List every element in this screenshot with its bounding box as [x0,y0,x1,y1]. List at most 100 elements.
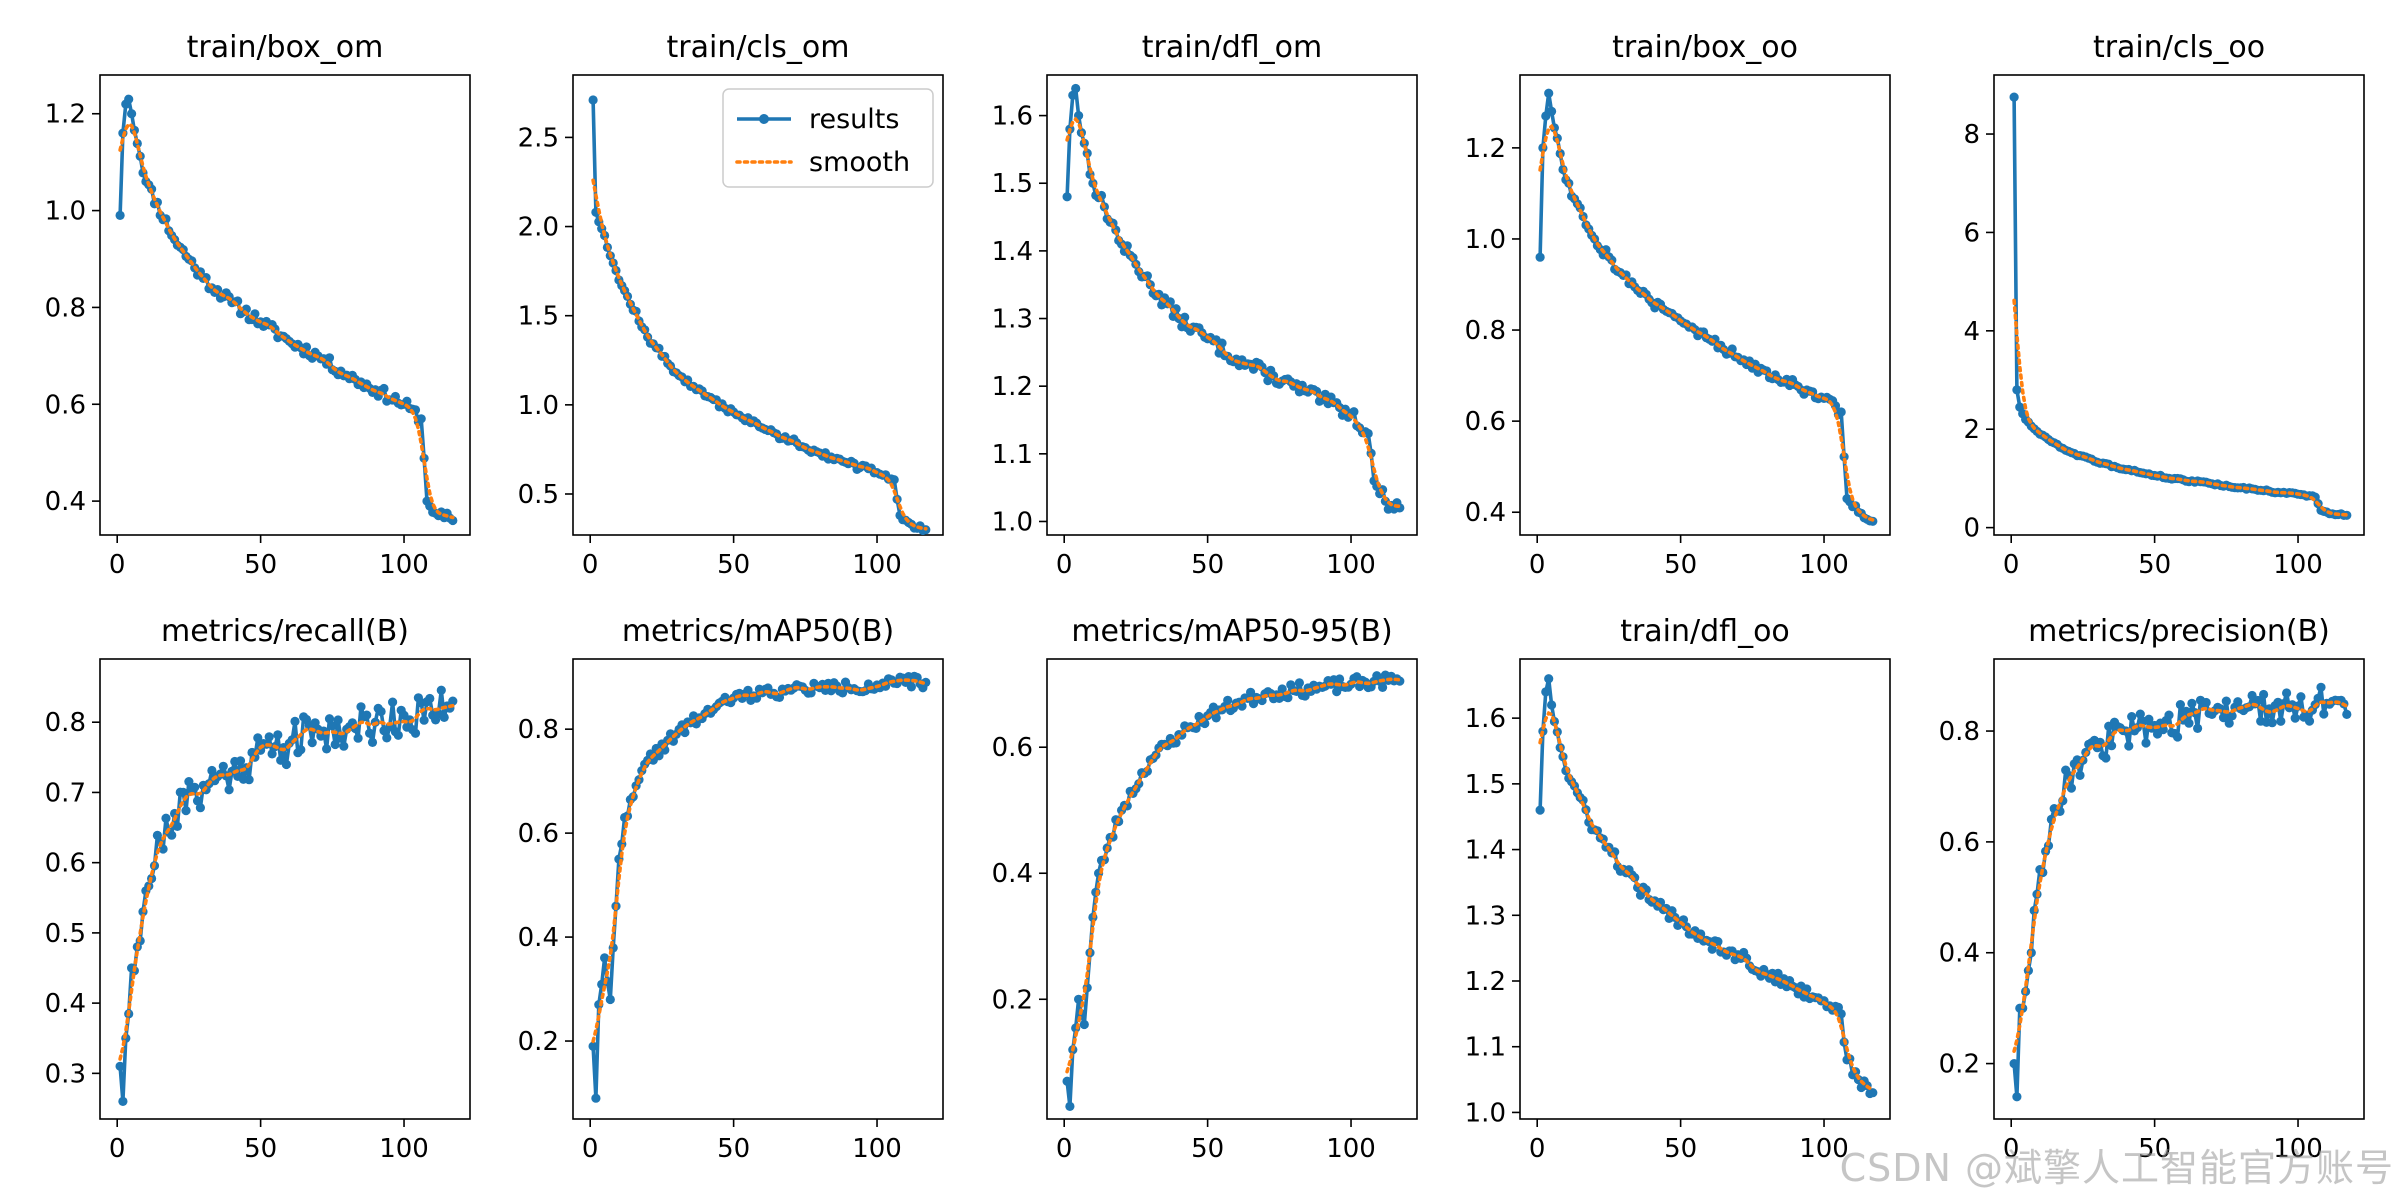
results-point [1294,678,1304,688]
results-point [2127,712,2137,722]
y-tick-label: 1.1 [1465,1033,1506,1063]
results-point [2009,1059,2019,1069]
results-point [1211,713,1221,723]
results-point [339,741,349,751]
plot-area [115,94,458,526]
results-point [195,803,205,813]
y-tick-label: 0.5 [518,480,559,510]
x-tick-label: 100 [2273,550,2323,580]
x-tick-label: 0 [1529,550,1546,580]
results-point [1868,1088,1878,1098]
results-point [419,715,429,725]
y-tick-label: 1.2 [1465,134,1506,164]
y-tick-label: 1.3 [992,305,1033,335]
results-point [115,1061,125,1071]
results-point [1544,88,1554,98]
results-point [448,696,458,706]
y-tick-label: 1.5 [1465,770,1506,800]
x-tick-label: 100 [1326,1134,1376,1164]
results-point [1277,684,1287,694]
x-tick-label: 50 [244,550,277,580]
results-point [167,830,177,840]
plot-area [588,95,931,535]
results-point [207,765,217,776]
y-tick-label: 0.8 [45,708,86,738]
plot-area [1062,670,1405,1111]
x-tick-label: 50 [717,1134,750,1164]
y-tick-label: 0.8 [1465,316,1506,346]
results-point [2164,710,2174,720]
y-tick-label: 0.6 [518,819,559,849]
results-point [178,787,188,798]
results-point [2201,697,2211,708]
results-line [118,688,455,1104]
axes-frame [1046,658,1418,1120]
results-point [244,775,254,785]
y-tick-label: 1.5 [992,169,1033,199]
y-tick-label: 1.2 [992,372,1033,402]
results-point [1535,252,1545,262]
y-tick-label: 2 [1963,415,1980,445]
legend-smooth-label: smooth [809,147,910,178]
results-point [2282,688,2292,698]
y-tick-label: 0.2 [1939,1050,1980,1080]
results-point [600,953,610,963]
results-point [367,737,378,748]
plot-area [2009,92,2352,520]
results-point [2267,718,2277,728]
results-point [184,777,194,787]
plot-area [1062,83,1405,514]
results-line [1538,91,1874,524]
results-point [889,475,899,485]
results-point [172,821,182,832]
y-tick-label: 1.2 [1465,967,1506,997]
results-point [906,682,917,692]
x-tick-label: 100 [1326,550,1376,580]
x-tick-label: 50 [1191,550,1224,580]
y-tick-label: 1.0 [518,391,559,421]
x-tick-label: 100 [852,550,902,580]
chart-panel-10: metrics/precision(B) 0 50 100 0.2 0.4 0.6 0.8 [1939,614,2365,1164]
x-tick-label: 0 [2003,550,2020,580]
results-point [1062,192,1072,202]
axes-frame [99,658,471,1120]
legend-results-label: results [809,104,899,135]
results-point [281,759,291,770]
results-point [127,109,137,119]
chart-title: train/cls_oo [2093,30,2265,65]
results-point [2313,693,2323,703]
results-point [322,744,332,754]
results-point [2259,689,2269,700]
chart-title: metrics/recall(B) [161,614,409,649]
chart-panel-8: metrics/mAP50-95(B) 0 50 100 0.2 0.4 0.6 [992,614,1418,1164]
x-tick-label: 0 [1529,1134,1546,1164]
results-point [605,994,615,1005]
results-point [365,728,375,738]
results-point [588,95,598,105]
results-point [2342,709,2352,720]
results-point [1248,364,1259,374]
results-point [2319,709,2329,719]
results-line [1065,673,1401,1109]
legend-results-marker [759,114,769,124]
x-tick-label: 0 [109,1134,126,1164]
results-point [115,210,125,220]
chart-title: train/box_om [187,30,384,65]
y-tick-label: 0.3 [45,1059,86,1089]
results-point [425,693,435,704]
results-point [296,745,306,755]
axes-frame [572,658,944,1120]
y-tick-label: 1.4 [992,237,1033,267]
results-point [264,732,274,742]
y-tick-label: 0 [1963,514,1980,544]
results-point [2187,698,2197,709]
x-tick-label: 100 [1799,1134,1849,1164]
x-tick-label: 50 [717,550,750,580]
results-point [2135,709,2145,719]
results-point [1237,701,1247,711]
smooth-line [1065,677,1402,1074]
axes-frame [1993,658,2365,1120]
y-tick-label: 0.6 [1939,828,1980,858]
y-tick-label: 0.4 [45,989,86,1019]
results-line [1538,676,1874,1096]
